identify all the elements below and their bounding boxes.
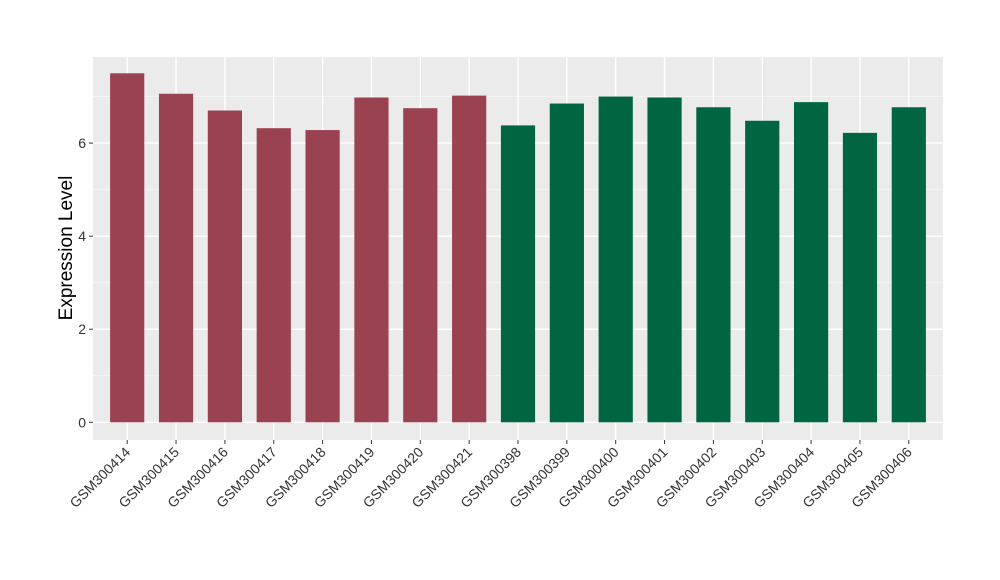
y-tick-label: 2: [78, 321, 86, 337]
bar-GSM300404: [794, 102, 829, 423]
bar-GSM300406: [891, 107, 926, 423]
x-axis: GSM300414GSM300415GSM300416GSM300417GSM3…: [66, 440, 915, 511]
bar-GSM300420: [403, 108, 438, 423]
bar-GSM300419: [354, 97, 389, 423]
bar-GSM300398: [500, 125, 536, 423]
y-tick-label: 4: [78, 228, 86, 244]
bar-GSM300399: [549, 103, 584, 423]
bar-GSM300421: [452, 95, 487, 423]
bar-GSM300417: [256, 128, 291, 423]
y-axis: 0 2 4 6: [78, 135, 93, 430]
bar-GSM300402: [696, 107, 731, 423]
bar-GSM300400: [598, 96, 633, 423]
bar-GSM300414: [110, 73, 145, 423]
bar-GSM300405: [842, 132, 878, 423]
y-tick-label: 6: [78, 135, 86, 151]
bar-GSM300401: [647, 97, 682, 423]
bars: [110, 73, 926, 423]
bar-GSM300418: [305, 130, 340, 423]
bar-GSM300415: [158, 93, 194, 423]
bar-GSM300403: [745, 120, 780, 423]
bar-GSM300416: [207, 110, 242, 423]
y-axis-title: Expression Level: [56, 176, 77, 321]
y-tick-label: 0: [78, 414, 86, 430]
